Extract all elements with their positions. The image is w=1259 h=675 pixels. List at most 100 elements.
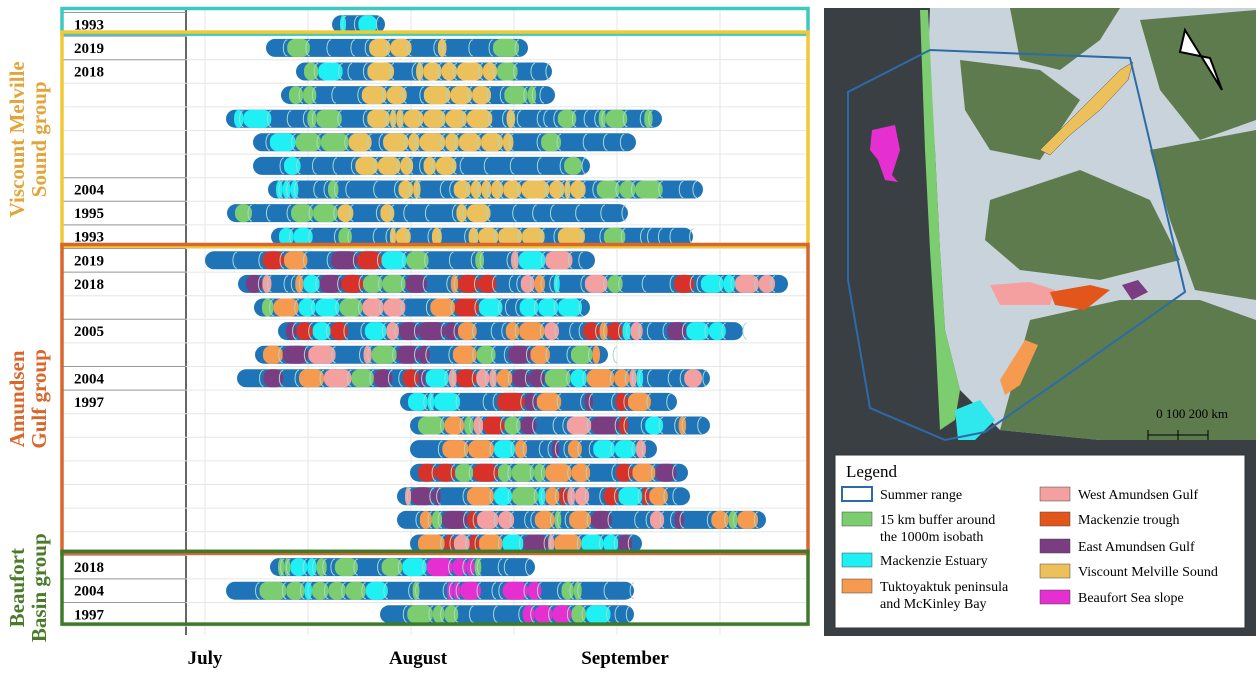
track-segment <box>497 63 518 81</box>
track-segment <box>593 440 615 458</box>
track-segment <box>291 204 313 222</box>
legend-label: the 1000m isobath <box>880 530 983 545</box>
track-segment <box>365 322 386 340</box>
year-label: 2005 <box>74 324 104 340</box>
track-segment <box>447 582 453 600</box>
track-segment <box>383 275 406 293</box>
group-label: Basin group <box>27 533 51 642</box>
group-label: Sound group <box>27 81 51 197</box>
group-label: Viscount Melville <box>5 61 29 217</box>
track-segment <box>555 511 562 529</box>
track-segment <box>362 299 383 317</box>
group-label: Beaufort <box>5 548 29 627</box>
legend-swatch <box>842 487 872 501</box>
track-segment <box>307 110 316 128</box>
track-segment <box>737 511 758 529</box>
track-segment <box>592 346 600 364</box>
track-segment <box>615 440 636 458</box>
track-segment <box>420 511 432 529</box>
track-segment <box>405 275 427 293</box>
track-segment <box>534 464 545 482</box>
track-segment <box>701 275 724 293</box>
track-segment <box>684 369 702 387</box>
year-label: 2019 <box>74 41 104 57</box>
year-label: 2018 <box>74 560 104 576</box>
track-segment <box>459 133 481 151</box>
track-segment <box>675 511 684 529</box>
track-segment <box>508 346 530 364</box>
track-segment <box>477 511 498 529</box>
track-segment <box>384 299 406 317</box>
legend-swatch <box>1040 539 1070 553</box>
legend-swatch <box>1040 512 1070 526</box>
track-segment <box>390 110 396 128</box>
year-label: 2018 <box>74 277 104 293</box>
track-segment <box>535 275 545 293</box>
track-segment <box>628 393 651 411</box>
track-segment <box>451 86 473 104</box>
track-segment <box>382 558 403 576</box>
track-segment <box>591 511 612 529</box>
month-label: September <box>581 648 669 669</box>
track-segment <box>405 487 411 505</box>
legend-label: and McKinley Bay <box>880 597 987 612</box>
track-segment <box>367 110 390 128</box>
track-segment <box>686 322 709 340</box>
track-segment <box>262 275 271 293</box>
track-segment <box>234 110 243 128</box>
track-segment <box>564 157 582 175</box>
track-segment <box>597 181 620 199</box>
track-segment <box>286 322 297 340</box>
legend-swatch <box>1040 590 1070 604</box>
track-segment <box>342 275 363 293</box>
track-segment <box>390 39 411 57</box>
track-segment <box>262 299 274 317</box>
track-segment <box>366 582 388 600</box>
track-segment <box>276 181 283 199</box>
track-segment <box>655 464 676 482</box>
track-segment <box>571 346 593 364</box>
scale-label: 0 100 200 km <box>1156 406 1228 421</box>
track-segment <box>606 110 627 128</box>
legend-swatch <box>842 579 872 593</box>
track-segment <box>328 181 338 199</box>
track-segment <box>632 464 655 482</box>
track-segment <box>349 133 372 151</box>
legend-swatch <box>1040 487 1070 501</box>
track-segment <box>378 157 401 175</box>
month-label: August <box>389 648 448 669</box>
track-segment <box>287 39 310 57</box>
track-segment <box>464 417 474 435</box>
track-segment <box>631 322 643 340</box>
track-segment <box>424 157 436 175</box>
track-segment <box>515 440 527 458</box>
track-segment <box>263 251 284 269</box>
track-segment <box>561 582 573 600</box>
group-label: Amundsen <box>5 350 29 447</box>
legend-label: West Amundsen Gulf <box>1078 488 1199 503</box>
track-segment <box>408 133 419 151</box>
track-segment <box>523 605 535 623</box>
track-segment <box>616 393 628 411</box>
track-segment <box>471 181 482 199</box>
legend-label: East Amundsen Gulf <box>1078 540 1195 555</box>
legend-label: Viscount Melville Sound <box>1078 565 1218 580</box>
track-segment <box>419 346 430 364</box>
track-segment <box>278 558 284 576</box>
group-label: Gulf group <box>27 349 51 448</box>
track-segment <box>724 275 735 293</box>
year-label: 1997 <box>74 395 105 411</box>
track-segment <box>351 369 373 387</box>
track-segment <box>397 346 419 364</box>
track-segment <box>411 487 434 505</box>
figure: 199320192018200419951993Viscount Melvill… <box>0 0 1259 670</box>
track-segment <box>320 275 342 293</box>
year-label: 2004 <box>74 584 105 600</box>
track-segment <box>636 369 643 387</box>
track-segment <box>413 582 420 600</box>
track-segment <box>317 558 327 576</box>
legend-swatch <box>1040 564 1070 578</box>
track-segment <box>433 605 445 623</box>
legend-label: Tuktoyaktuk peninsula <box>880 580 1009 595</box>
